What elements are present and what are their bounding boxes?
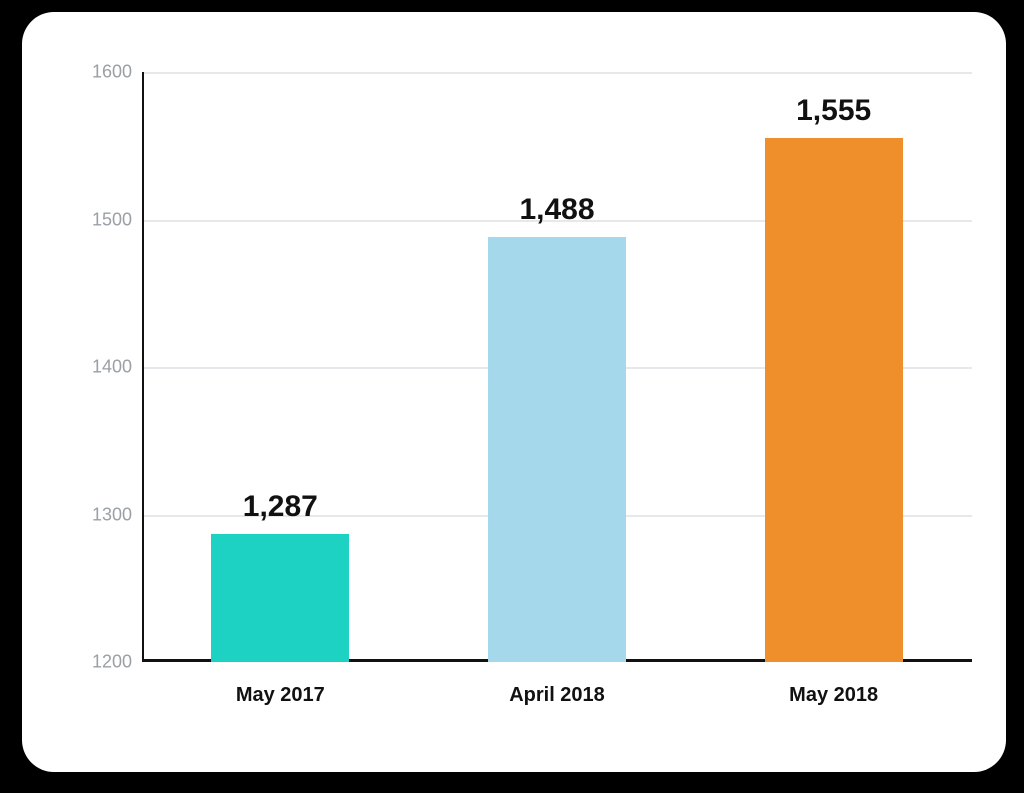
y-tick-label: 1400 <box>72 357 132 378</box>
y-tick-label: 1500 <box>72 209 132 230</box>
bar-value-label: 1,488 <box>519 193 594 227</box>
bar-value-label: 1,555 <box>796 94 871 128</box>
x-tick-label: April 2018 <box>509 684 605 707</box>
y-tick-label: 1200 <box>72 652 132 673</box>
y-tick-label: 1300 <box>72 504 132 525</box>
x-tick-label: May 2017 <box>236 684 325 707</box>
gridline <box>142 72 972 74</box>
x-tick-label: May 2018 <box>789 684 878 707</box>
plot-area: 120013001400150016001,287May 20171,488Ap… <box>142 72 972 662</box>
bar-value-label: 1,287 <box>243 490 318 524</box>
bar <box>765 138 903 662</box>
bar <box>488 237 626 662</box>
bar <box>211 534 349 662</box>
chart-card: 1200 1300 1400 1500 1600 1,287 May 2017 1,488 Ap… <box>22 12 1006 772</box>
y-tick-label: 1600 <box>72 62 132 83</box>
y-axis <box>142 72 144 662</box>
